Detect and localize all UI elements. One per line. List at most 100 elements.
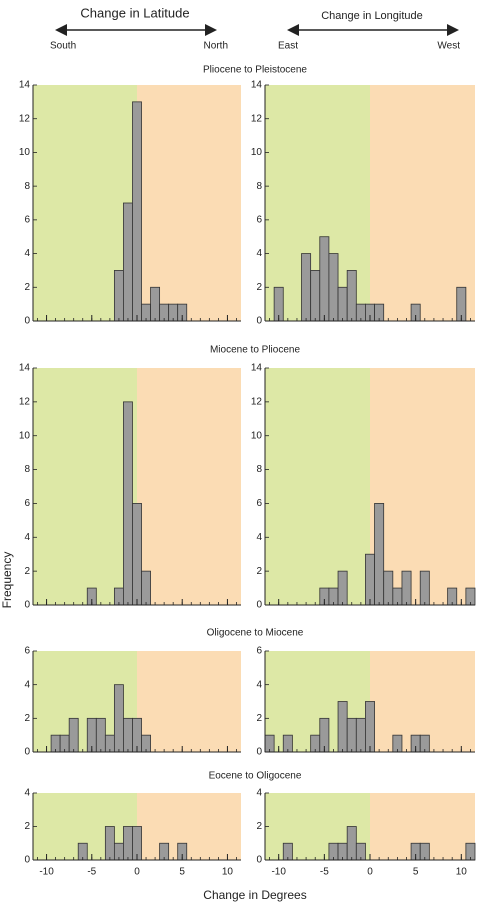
x-tick-label: 10 xyxy=(222,867,234,878)
panel-title: Eocene to Oligocene xyxy=(209,771,302,782)
bar xyxy=(374,503,385,606)
bar xyxy=(328,253,339,322)
y-tick-label: 8 xyxy=(256,464,262,475)
bar xyxy=(337,286,348,322)
y-tick-label: 10 xyxy=(19,430,31,441)
y-tick-label: 6 xyxy=(256,498,262,509)
x-tick-label: -10 xyxy=(39,867,54,878)
y-tick-label: 2 xyxy=(256,282,262,293)
bar xyxy=(113,270,124,322)
y-tick-label: 6 xyxy=(256,646,262,657)
y-tick-label: 2 xyxy=(24,713,30,724)
y-tick-label: 4 xyxy=(256,532,262,543)
bar xyxy=(150,286,161,322)
bar xyxy=(104,826,115,861)
y-tick-label: 14 xyxy=(251,80,263,91)
bar xyxy=(310,270,321,322)
bar xyxy=(68,717,79,753)
y-tick-label: 4 xyxy=(256,679,262,690)
panel-title: Oligocene to Miocene xyxy=(207,628,304,639)
bar xyxy=(346,717,357,753)
bar xyxy=(132,503,142,606)
bar xyxy=(319,236,330,322)
y-tick-label: 0 xyxy=(256,600,262,611)
x-tick-label: 0 xyxy=(367,867,373,878)
y-tick-label: 4 xyxy=(24,679,30,690)
bar xyxy=(123,401,133,606)
bar xyxy=(123,202,133,322)
x-tick-label: -5 xyxy=(320,867,329,878)
y-tick-label: 6 xyxy=(256,214,262,225)
lon-left: East xyxy=(278,41,298,52)
y-tick-label: 10 xyxy=(251,430,263,441)
y-tick-label: 0 xyxy=(24,747,30,758)
y-tick-label: 10 xyxy=(19,147,31,158)
lat-left: South xyxy=(50,41,76,52)
y-tick-label: 6 xyxy=(24,498,30,509)
y-tick-label: 8 xyxy=(24,464,30,475)
y-tick-label: 2 xyxy=(256,713,262,724)
y-tick-label: 12 xyxy=(251,113,263,124)
y-tick-label: 2 xyxy=(24,282,30,293)
bar xyxy=(123,717,133,753)
bar xyxy=(95,717,106,753)
y-tick-label: 4 xyxy=(24,788,30,799)
bar xyxy=(355,717,366,753)
lon-right: West xyxy=(437,41,460,52)
bar xyxy=(301,253,312,322)
bar xyxy=(346,826,357,861)
y-tick-label: 2 xyxy=(24,821,30,832)
bar xyxy=(346,270,357,322)
y-tick-label: 12 xyxy=(19,396,31,407)
y-tick-label: 2 xyxy=(256,821,262,832)
x-tick-label: -10 xyxy=(271,867,286,878)
bar xyxy=(132,101,142,322)
bar xyxy=(113,684,124,753)
bar xyxy=(401,570,412,606)
y-tick-label: 0 xyxy=(256,747,262,758)
y-tick-label: 6 xyxy=(24,214,30,225)
x-tick-label: 5 xyxy=(413,867,419,878)
y-tick-label: 10 xyxy=(251,147,263,158)
lon-title: Change in Longitude xyxy=(321,10,423,22)
region-right xyxy=(137,368,241,605)
y-tick-label: 12 xyxy=(19,113,31,124)
bar xyxy=(365,701,375,753)
region-right xyxy=(137,85,241,321)
y-tick-label: 2 xyxy=(24,566,30,577)
bar xyxy=(123,826,133,861)
bar xyxy=(383,570,394,606)
bar xyxy=(365,553,375,606)
panel-title: Pliocene to Pleistocene xyxy=(203,65,307,76)
x-axis-label: Change in Degrees xyxy=(203,888,306,902)
bar xyxy=(141,570,151,606)
y-tick-label: 14 xyxy=(19,80,31,91)
y-tick-label: 4 xyxy=(256,248,262,259)
y-tick-label: 0 xyxy=(256,316,262,327)
y-tick-label: 0 xyxy=(24,316,30,327)
y-tick-label: 4 xyxy=(24,248,30,259)
panel-title: Miocene to Pliocene xyxy=(210,345,300,356)
y-tick-label: 12 xyxy=(251,396,263,407)
bar xyxy=(337,701,348,753)
region-left xyxy=(33,368,137,605)
y-tick-label: 0 xyxy=(24,855,30,866)
y-tick-label: 4 xyxy=(24,532,30,543)
y-tick-label: 0 xyxy=(24,600,30,611)
y-tick-label: 8 xyxy=(24,181,30,192)
region-left xyxy=(265,368,370,605)
y-tick-label: 2 xyxy=(256,566,262,577)
x-tick-label: 5 xyxy=(179,867,185,878)
y-tick-label: 14 xyxy=(251,363,263,374)
y-tick-label: 8 xyxy=(256,181,262,192)
bar xyxy=(337,570,348,606)
y-tick-label: 4 xyxy=(256,788,262,799)
y-tick-label: 14 xyxy=(19,363,31,374)
y-tick-label: 0 xyxy=(256,855,262,866)
region-right xyxy=(137,793,241,860)
region-right xyxy=(137,651,241,752)
lat-right: North xyxy=(204,41,228,52)
bar xyxy=(419,570,430,606)
x-tick-label: 0 xyxy=(134,867,140,878)
